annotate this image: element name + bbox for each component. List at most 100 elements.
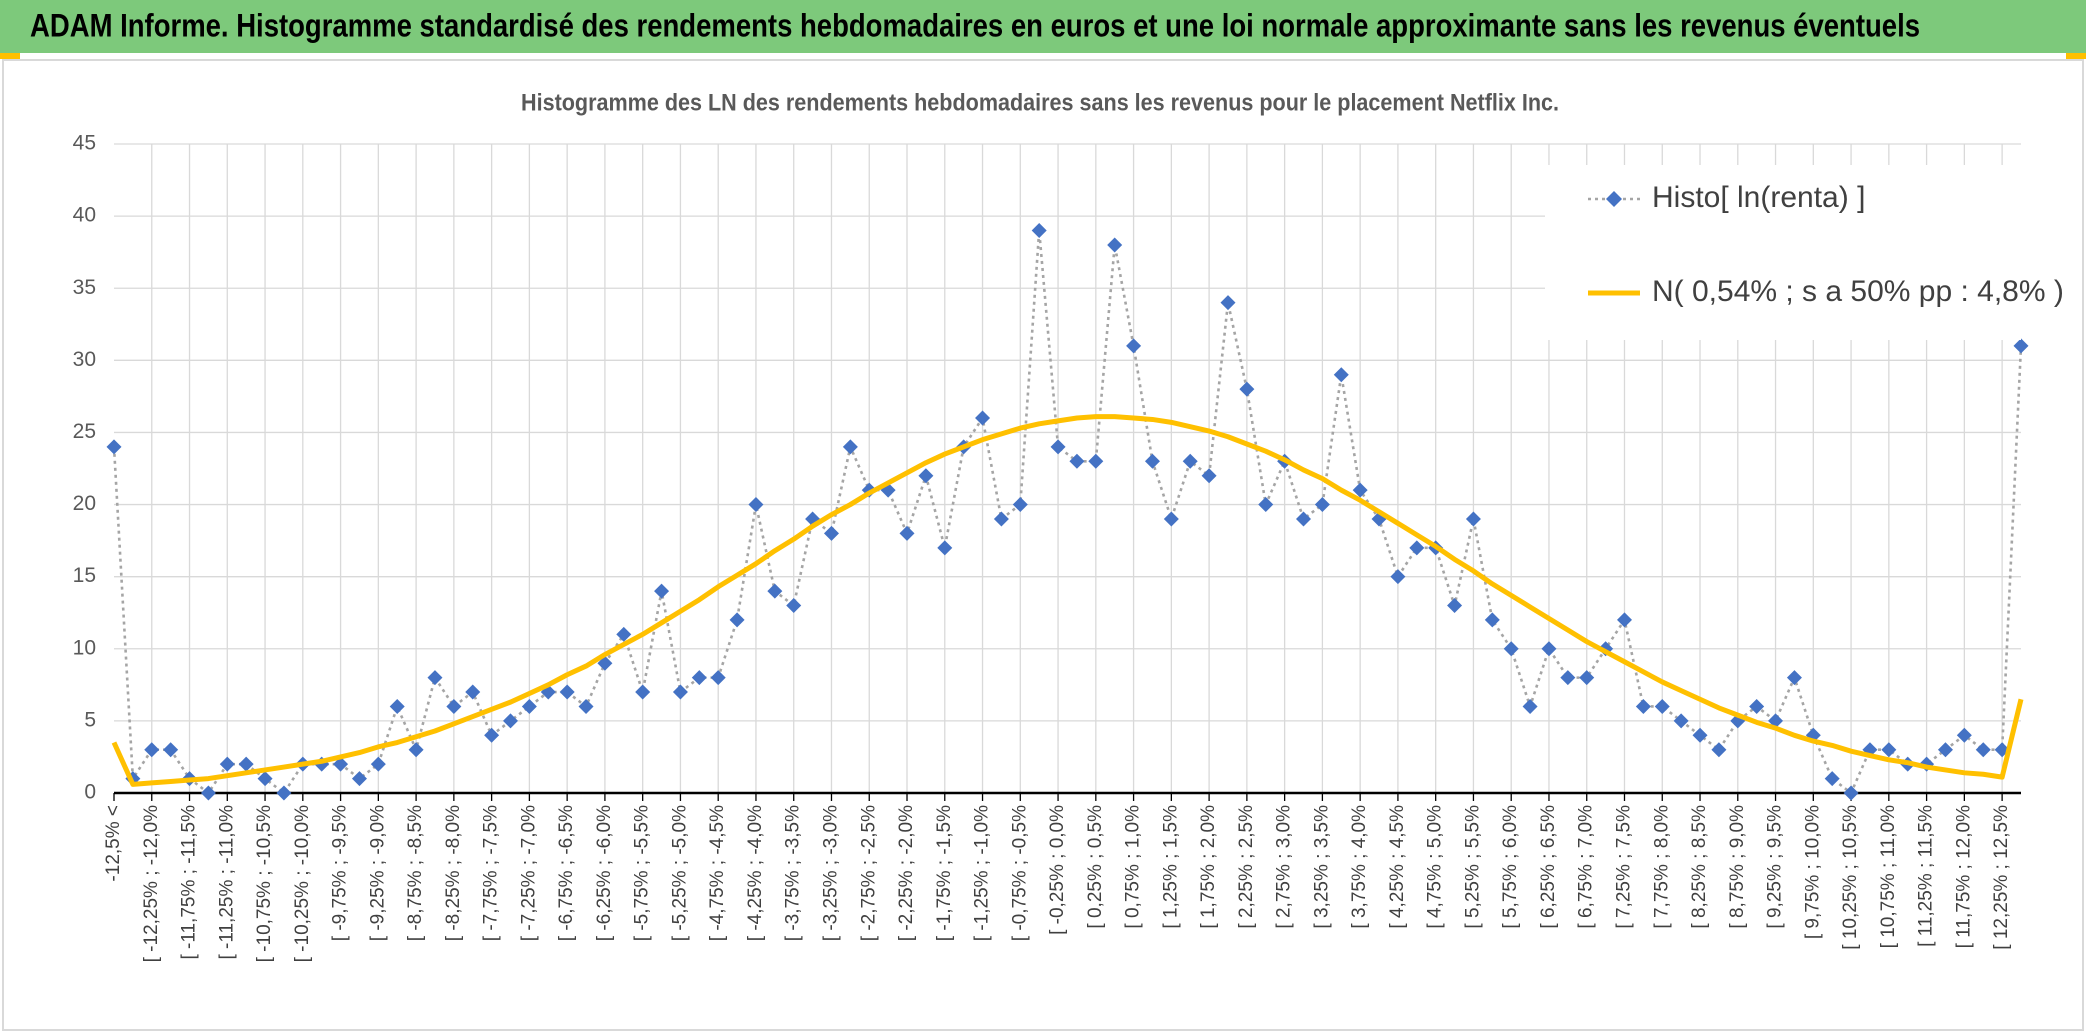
diamond-marker — [351, 771, 367, 787]
x-tick-label: [ 8,75% ; 9,0% — [1727, 805, 1748, 929]
x-tick-label: [ 7,75% ; 8,0% — [1651, 805, 1672, 929]
diamond-marker — [1126, 338, 1142, 354]
legend-marker — [1606, 191, 1622, 207]
diamond-marker — [1314, 497, 1330, 513]
diamond-marker — [1258, 497, 1274, 513]
diamond-marker — [1786, 670, 1802, 686]
diamond-marker — [1975, 742, 1991, 758]
x-tick-label: [ 2,75% ; 3,0% — [1274, 805, 1295, 929]
x-tick-label: [ -2,75% ; -2,5% — [858, 805, 879, 941]
diamond-marker — [408, 742, 424, 758]
x-tick-label: [ 5,25% ; 5,5% — [1462, 805, 1483, 929]
x-tick-label: [ -1,75% ; -1,5% — [934, 805, 955, 941]
diamond-marker — [823, 525, 839, 541]
diamond-marker — [1163, 511, 1179, 527]
y-tick-label: 40 — [73, 204, 96, 227]
diamond-marker — [1749, 698, 1765, 714]
diamond-marker — [427, 670, 443, 686]
diamond-marker — [918, 468, 934, 484]
y-tick-label: 5 — [84, 708, 96, 731]
y-tick-label: 45 — [73, 132, 96, 155]
x-tick-label: [ -5,25% ; -5,0% — [669, 805, 690, 941]
diamond-marker — [1692, 727, 1708, 743]
diamond-marker — [1201, 468, 1217, 484]
x-tick-label: [ 1,75% ; 2,0% — [1198, 805, 1219, 929]
diamond-marker — [1616, 612, 1632, 628]
diamond-marker — [1447, 598, 1463, 614]
diamond-marker — [276, 785, 292, 801]
header-accent — [2066, 53, 2086, 59]
diamond-marker — [1541, 641, 1557, 657]
diamond-marker — [748, 497, 764, 513]
x-tick-label: [ 3,75% ; 4,0% — [1349, 805, 1370, 929]
diamond-marker — [975, 410, 991, 426]
legend-label: Histo[ ln(renta) ] — [1652, 181, 1865, 214]
diamond-marker — [1522, 698, 1538, 714]
x-tick-label: [ 12,25% ; 12,5% — [1991, 805, 2012, 950]
diamond-marker — [238, 756, 254, 772]
x-tick-label: [ -3,75% ; -3,5% — [783, 805, 804, 941]
x-tick-label: [ 2,25% ; 2,5% — [1236, 805, 1257, 929]
y-tick-label: 20 — [73, 492, 96, 515]
diamond-marker — [1956, 727, 1972, 743]
diamond-marker — [578, 698, 594, 714]
diamond-marker — [1220, 295, 1236, 311]
diamond-marker — [1824, 771, 1840, 787]
y-tick-label: 25 — [73, 420, 96, 443]
diamond-marker — [616, 626, 632, 642]
diamond-marker — [1937, 742, 1953, 758]
diamond-marker — [1296, 511, 1312, 527]
x-tick-label: -12,5% < — [103, 805, 124, 882]
x-tick-label: [ 8,25% ; 8,5% — [1689, 805, 1710, 929]
x-tick-label: [ 0,25% ; 0,5% — [1085, 805, 1106, 929]
x-tick-label: [ -11,75% ; -11,5% — [179, 805, 200, 960]
diamond-marker — [937, 540, 953, 556]
x-tick-label: [ -7,75% ; -7,5% — [481, 805, 502, 941]
diamond-marker — [710, 670, 726, 686]
x-tick-label: [ 9,75% ; 10,0% — [1802, 805, 1823, 939]
diamond-marker — [786, 598, 802, 614]
x-tick-label: [ -3,25% ; -3,0% — [821, 805, 842, 941]
x-tick-label: [ -11,25% ; -11,0% — [216, 805, 237, 960]
diamond-marker — [257, 771, 273, 787]
diamond-marker — [2013, 338, 2029, 354]
diamond-marker — [1881, 742, 1897, 758]
diamond-marker — [1031, 223, 1047, 239]
y-tick-label: 0 — [84, 781, 96, 804]
x-tick-label: [ 4,25% ; 4,5% — [1387, 805, 1408, 929]
diamond-marker — [446, 698, 462, 714]
diamond-marker — [1144, 453, 1160, 469]
chart-frame — [2, 59, 2084, 1031]
x-tick-label: [ 4,75% ; 5,0% — [1425, 805, 1446, 929]
legend-box — [1545, 165, 2021, 340]
x-tick-label: [ -5,75% ; -5,5% — [632, 805, 653, 941]
diamond-marker — [200, 785, 216, 801]
diamond-marker — [1579, 670, 1595, 686]
x-tick-label: [ -12,25% ; -12,0% — [141, 805, 162, 962]
diamond-marker — [559, 684, 575, 700]
x-tick-label: [ 5,75% ; 6,0% — [1500, 805, 1521, 929]
y-tick-label: 30 — [73, 348, 96, 371]
x-tick-label: [ -6,25% ; -6,0% — [594, 805, 615, 941]
x-tick-label: [ 11,75% ; 12,0% — [1953, 805, 1974, 948]
diamond-marker — [1711, 742, 1727, 758]
header-title: ADAM Informe. Histogramme standardisé de… — [30, 7, 1920, 43]
diamond-marker — [144, 742, 160, 758]
x-tick-label: [ -9,75% ; -9,5% — [330, 805, 351, 941]
diamond-marker — [1012, 497, 1028, 513]
diamond-marker — [899, 525, 915, 541]
diamond-marker — [1182, 453, 1198, 469]
normal-curve — [111, 414, 2024, 787]
legend-label: N( 0,54% ; s a 50% pp : 4,8% ) — [1652, 275, 2064, 308]
x-tick-label: [ -8,25% ; -8,0% — [443, 805, 464, 941]
diamond-marker — [1465, 511, 1481, 527]
x-tick-label: [ 9,25% ; 9,5% — [1765, 805, 1786, 929]
plot — [106, 223, 2029, 801]
x-tick-label: [ 0,75% ; 1,0% — [1123, 805, 1144, 929]
diamond-marker — [1069, 453, 1085, 469]
diamond-marker — [767, 583, 783, 599]
diamond-marker — [1088, 453, 1104, 469]
x-tick-label: [ -2,25% ; -2,0% — [896, 805, 917, 941]
diamond-marker — [1843, 785, 1859, 801]
